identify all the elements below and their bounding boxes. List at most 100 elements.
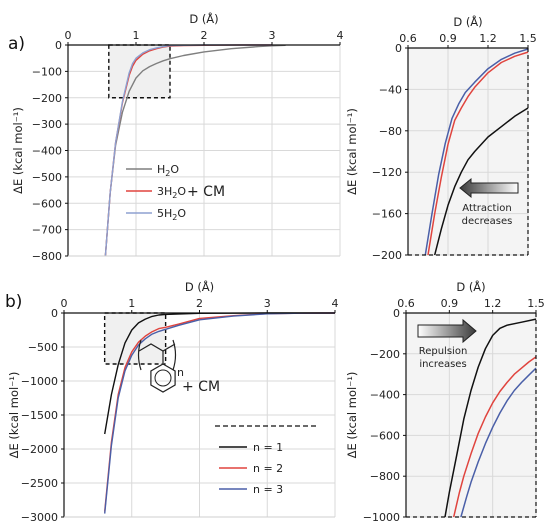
legend-label-sub: 2 [172, 191, 177, 200]
panel-label: b) [5, 292, 22, 312]
structure-chain [138, 343, 176, 352]
legend-label: H2O [157, 163, 179, 178]
legend-label-rest: O [177, 207, 186, 220]
plot-area [406, 313, 536, 517]
y-axis-title: ΔE (kcal mol⁻¹) [7, 372, 21, 459]
y-tick-label: −200 [32, 92, 62, 105]
structure-bracket-left [137, 339, 142, 371]
legend-label: n = 3 [253, 483, 283, 496]
structure-ring [150, 363, 176, 393]
y-axis-title: ΔE (kcal mol⁻¹) [345, 372, 359, 459]
x-tick-label: 0.9 [441, 297, 459, 310]
y-tick-label: −3000 [21, 511, 58, 524]
structure-ring-inner [154, 369, 172, 387]
chart-b-main: 0 1 2 3 4 0 −500 −1000 −1500 −2000 −2500 −3000 D (Å)… [5, 279, 339, 524]
legend-label-main: H [157, 163, 165, 176]
y-tick-label: −500 [28, 341, 58, 354]
legend-label-rest: O [170, 163, 179, 176]
legend-label: n = 1 [253, 441, 283, 454]
legend-label-main: 3H [157, 185, 172, 198]
x-tick-label: 1 [133, 29, 140, 42]
x-tick-label: 0 [61, 297, 68, 310]
legend-label-main: 5H [157, 207, 172, 220]
chart-b-zoom: 0.6 0.9 1.2 1.5 0 −200 −400 −600 −800 −1000 D (Å) Δ… [345, 279, 545, 524]
y-tick-label: 0 [51, 307, 58, 320]
series-line-3 [460, 367, 537, 518]
x-tick-label: 3 [264, 297, 271, 310]
chart-a-main: 0 1 2 3 4 0 −100 −200 −300 −400 −500 −600 −700 −800 D … [8, 11, 344, 263]
y-tick-label: −400 [370, 389, 400, 402]
structure-subscript: n [177, 366, 184, 379]
series-line-2 [427, 51, 529, 256]
x-tick-label: 0 [65, 29, 72, 42]
legend-label-rest: O [177, 185, 186, 198]
y-tick-label: −1000 [363, 511, 400, 524]
y-tick-label: −120 [372, 166, 402, 179]
annotation-line-1: Repulsion [419, 346, 468, 357]
chart-a-zoom: 0.6 0.9 1.2 1.5 0 −40 −80 −120 −160 −200 D (Å) ΔE (… [345, 14, 537, 262]
plot-area [408, 48, 528, 255]
y-tick-label: −800 [32, 250, 62, 263]
x-tick-label: 0.6 [397, 297, 415, 310]
series-line-2 [452, 356, 537, 518]
x-tick-label: 1.2 [484, 297, 502, 310]
legend-cm-suffix: + CM [182, 379, 220, 395]
series-line-1 [444, 318, 537, 518]
x-tick-label: 1.5 [527, 297, 545, 310]
y-tick-label: −500 [32, 171, 62, 184]
x-tick-label: 3 [269, 29, 276, 42]
y-axis-title: ΔE (kcal mol⁻¹) [345, 108, 359, 195]
legend-cm-suffix: + CM [187, 184, 225, 200]
y-tick-label: −700 [32, 224, 62, 237]
series-line-3 [424, 48, 529, 256]
zoom-highlight-box [108, 44, 171, 99]
arrow-right-icon [417, 318, 477, 344]
x-tick-label: 1.2 [479, 32, 497, 45]
x-tick-label: 1.5 [519, 32, 537, 45]
annotation-line-1: Attraction [462, 203, 511, 214]
x-tick-label: 4 [332, 297, 339, 310]
y-tick-label: −2500 [21, 477, 58, 490]
series-line-1 [104, 44, 286, 257]
y-tick-label: −40 [379, 83, 402, 96]
series-line-1 [433, 107, 529, 256]
legend-label-sub: 2 [165, 169, 170, 178]
y-tick-label: −600 [32, 197, 62, 210]
series-line-3 [104, 312, 336, 514]
y-tick-label: −300 [32, 118, 62, 131]
x-tick-label: 0.9 [439, 32, 457, 45]
y-tick-label: −1000 [21, 375, 58, 388]
polystyrene-structure-icon [137, 339, 177, 393]
x-axis-title: D (Å) [185, 279, 214, 294]
structure-bracket-right [172, 339, 177, 371]
y-tick-label: −600 [370, 429, 400, 442]
arrow-left-icon [459, 177, 519, 199]
x-axis-title: D (Å) [189, 11, 218, 26]
x-tick-label: 0.6 [399, 32, 417, 45]
y-tick-label: −200 [372, 249, 402, 262]
legend-label-sub: 2 [172, 213, 177, 222]
x-axis-title: D (Å) [453, 14, 482, 29]
y-tick-label: 0 [393, 307, 400, 320]
y-tick-label: 0 [55, 39, 62, 52]
annotation-line-2: increases [419, 359, 466, 370]
x-axis-title: D (Å) [456, 279, 485, 294]
y-tick-label: −100 [32, 65, 62, 78]
y-tick-label: −160 [372, 208, 402, 221]
y-tick-label: −800 [370, 470, 400, 483]
x-tick-label: 2 [201, 29, 208, 42]
annotation-line-2: decreases [462, 216, 513, 227]
y-tick-label: −400 [32, 145, 62, 158]
legend-label: 3H2O [157, 185, 186, 200]
x-tick-label: 2 [196, 297, 203, 310]
y-axis-title: ΔE (kcal mol⁻¹) [11, 107, 25, 194]
zoom-highlight-box [103, 312, 167, 365]
legend-label: 5H2O [157, 207, 186, 222]
y-tick-label: −80 [379, 125, 402, 138]
x-tick-label: 4 [337, 29, 344, 42]
y-tick-label: −200 [370, 348, 400, 361]
panel-label: a) [8, 34, 25, 54]
y-tick-label: −1500 [21, 409, 58, 422]
legend-label: n = 2 [253, 462, 283, 475]
